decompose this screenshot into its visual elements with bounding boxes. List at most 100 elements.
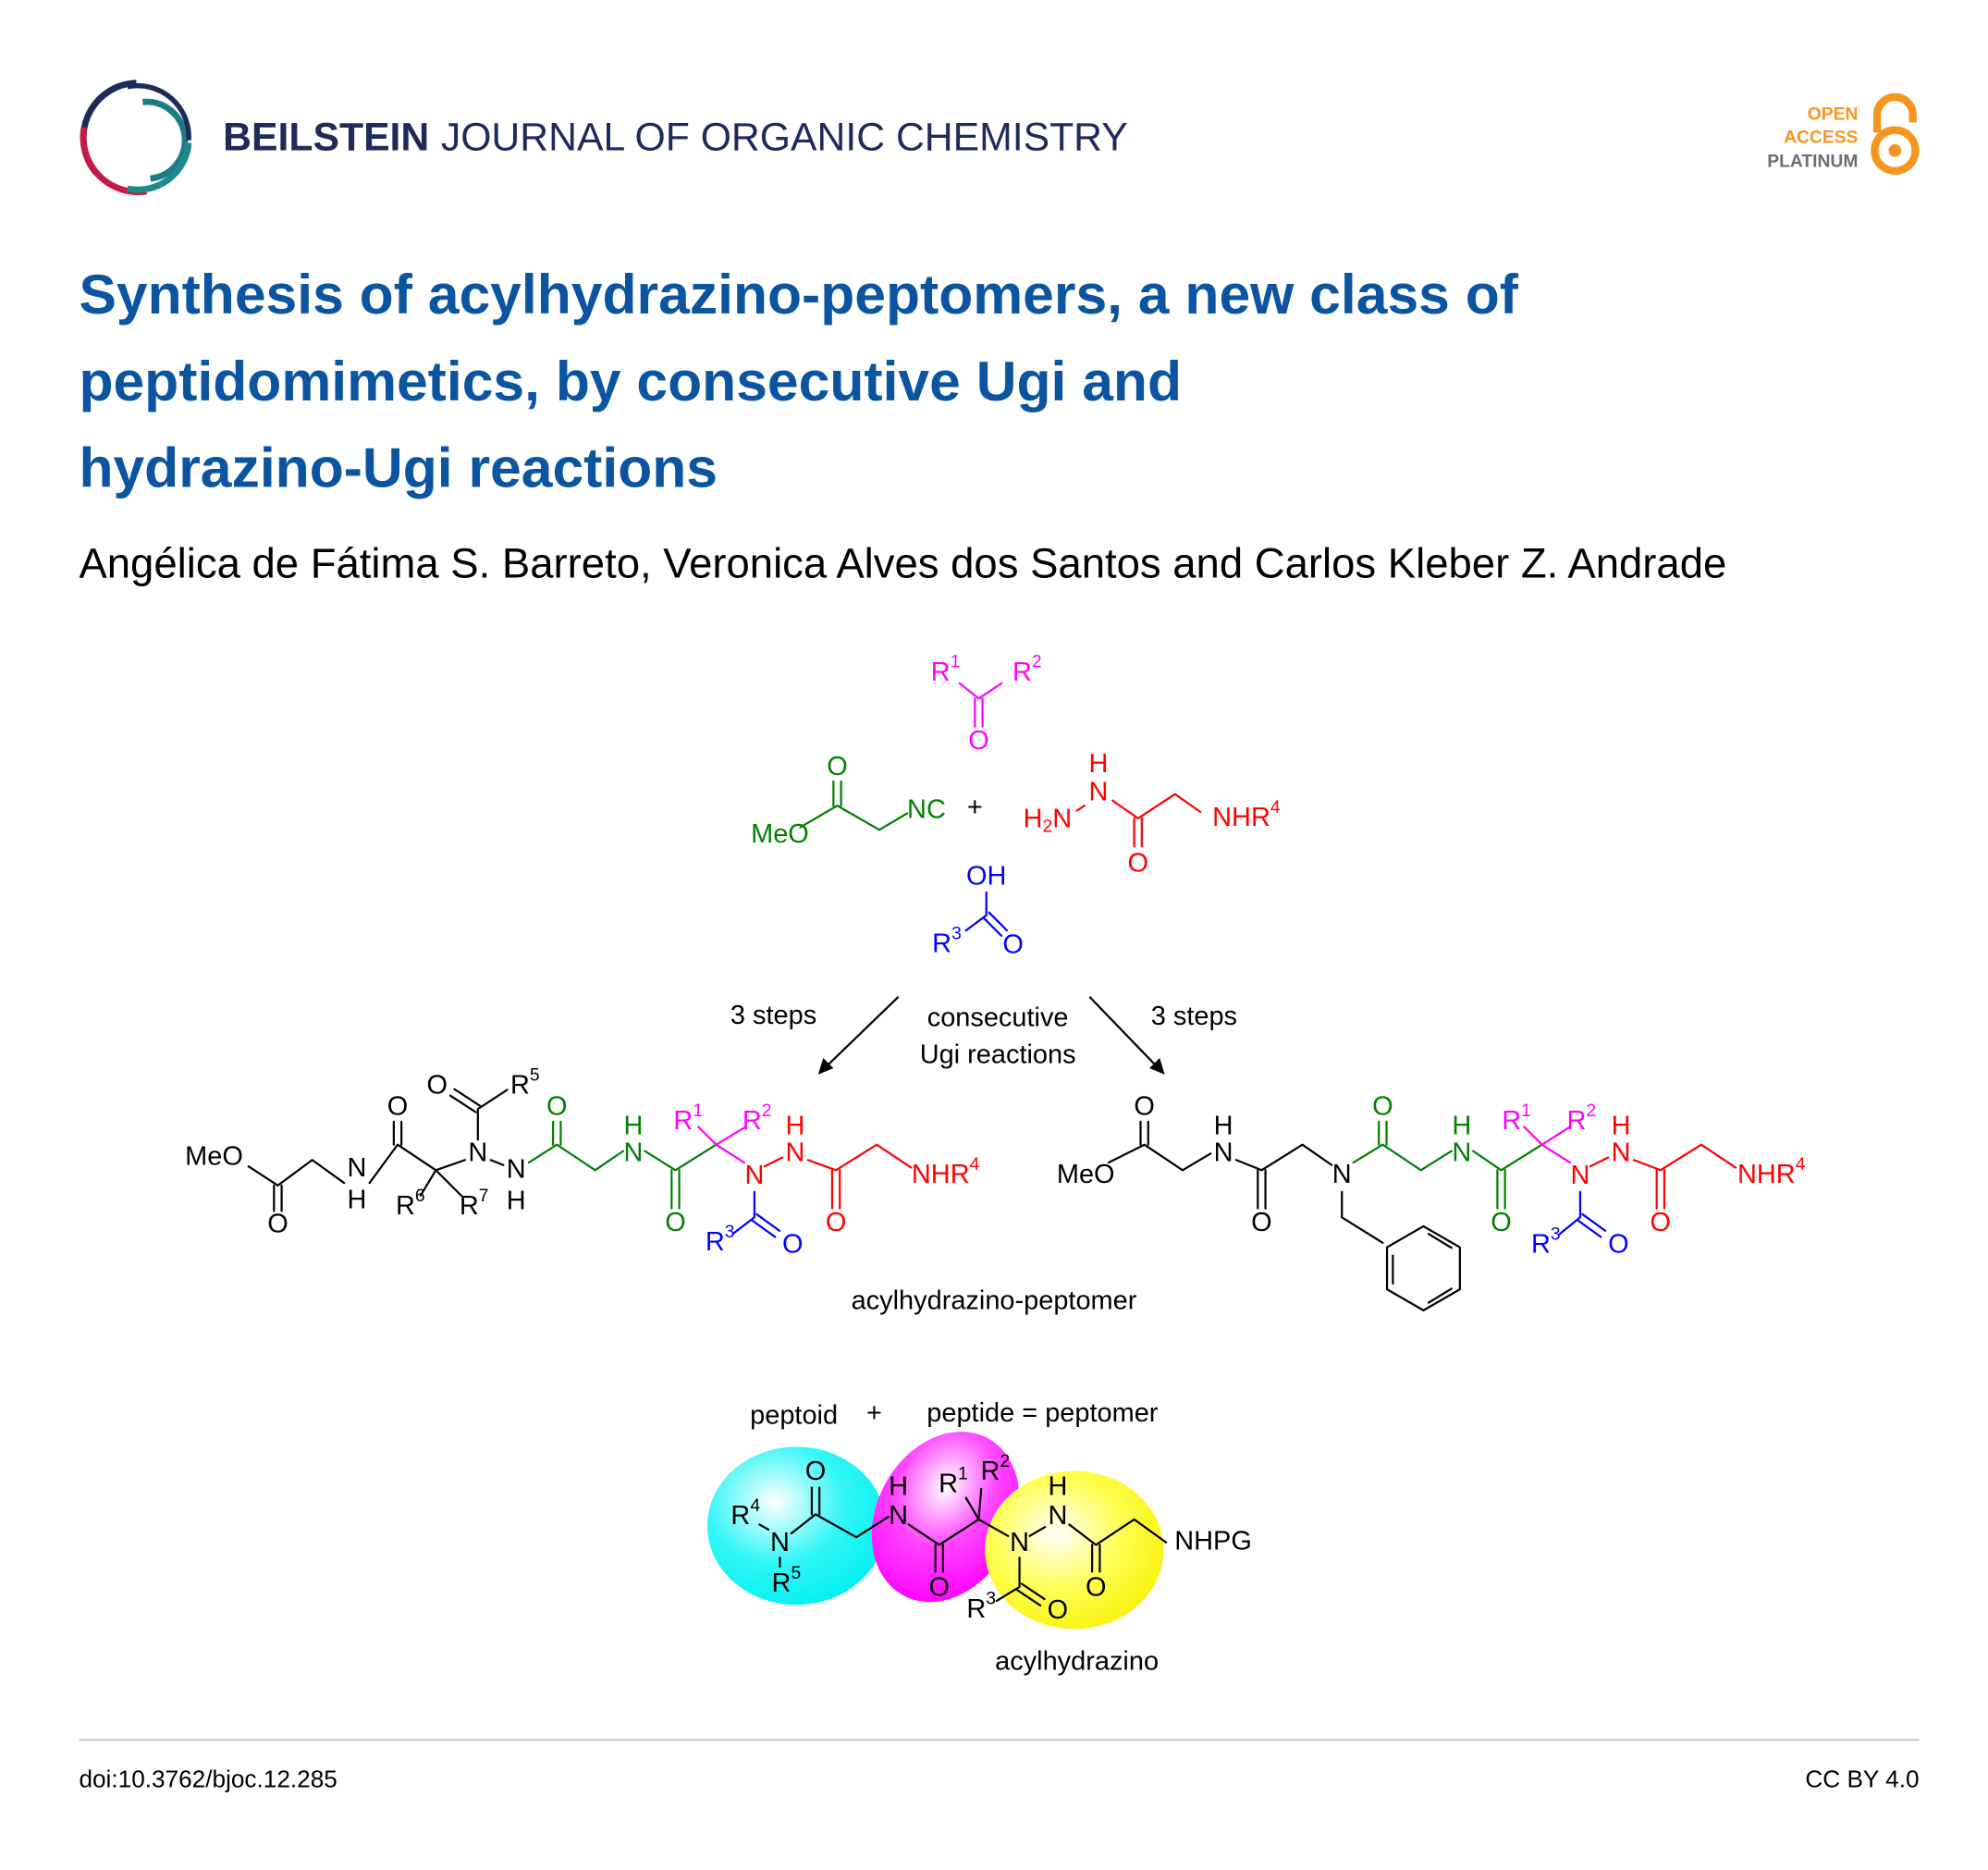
badge-open: OPEN: [1808, 105, 1859, 125]
atom-label: N: [1048, 1501, 1067, 1531]
atom-label: R3​: [966, 1590, 996, 1624]
bond: [1427, 1233, 1453, 1249]
bond: [715, 1143, 745, 1164]
reaction-arrow-left: [817, 996, 900, 1075]
bond: [1632, 1143, 1737, 1172]
atom-label: O: [1372, 1091, 1393, 1121]
atom-label: O: [267, 1209, 288, 1238]
atom-label: O: [805, 1457, 827, 1486]
atom-label: R1​: [1502, 1101, 1531, 1136]
peptoid-blob: [706, 1446, 886, 1605]
bond: [964, 1496, 980, 1521]
bond: [964, 891, 988, 932]
atom-label: OH: [966, 861, 1006, 891]
atom-label: R2​: [1012, 653, 1042, 687]
atom-label: O: [1651, 1208, 1672, 1237]
atom-label: H: [1048, 1471, 1067, 1501]
bond: [715, 1126, 747, 1146]
open-access-lock-icon: [1871, 92, 1920, 175]
double-bond: [1581, 1212, 1607, 1232]
concept-peptoid: peptoid: [750, 1401, 838, 1431]
bond: [790, 1513, 890, 1539]
atom-label: R7​: [460, 1187, 489, 1221]
atom-label: O: [1086, 1572, 1107, 1602]
reagent-plus: +: [967, 793, 983, 822]
atom-label: O: [1491, 1208, 1512, 1237]
bond: [435, 1169, 463, 1197]
bond: [731, 1190, 755, 1236]
journal-name-bold: BEILSTEIN: [223, 116, 429, 160]
atom-label: R4​: [730, 1496, 760, 1531]
double-bond: [453, 1088, 482, 1107]
bond: [758, 1523, 770, 1532]
atom-label: H: [1452, 1111, 1471, 1140]
bond: [1472, 1143, 1543, 1172]
double-bond: [751, 1219, 777, 1238]
atom-label: N: [624, 1138, 644, 1167]
atom-label: MeO: [185, 1141, 243, 1171]
double-bond: [982, 917, 1003, 937]
atom-label: O: [387, 1091, 409, 1121]
center-label-2: Ugi reactions: [920, 1040, 1076, 1070]
atom-label: NC: [907, 794, 946, 824]
reaction-arrow-right: [1088, 996, 1165, 1075]
bond: [644, 1143, 718, 1172]
center-label-1: consecutive: [927, 1003, 1069, 1033]
bond: [1075, 805, 1086, 812]
atom-label: O: [1127, 848, 1148, 878]
concept-peptide-equals-peptomer: peptide = peptomer: [927, 1398, 1159, 1428]
atom-label: R3​: [932, 924, 962, 958]
bond: [995, 1556, 1021, 1603]
atom-label: O: [1251, 1208, 1272, 1237]
atom-label: O: [546, 1091, 568, 1121]
double-bond: [988, 911, 1009, 932]
bond: [1523, 1126, 1543, 1146]
article-title-line-3: hydrazino-Ugi reactions: [79, 437, 718, 499]
atom-label: N: [1010, 1528, 1029, 1557]
atom-label: N: [1452, 1138, 1471, 1167]
atom-label: N: [1089, 777, 1109, 806]
double-bond: [448, 1094, 477, 1113]
badge-platinum: PLATINUM: [1767, 153, 1858, 172]
bond: [799, 805, 909, 831]
left-arrow-label: 3 steps: [730, 1001, 816, 1030]
atom-label: N: [744, 1161, 764, 1190]
bond: [1558, 1190, 1582, 1236]
bond: [1111, 793, 1202, 819]
bond: [907, 1518, 1010, 1546]
bond: [1352, 1143, 1453, 1172]
atom-label: R3​: [706, 1223, 735, 1257]
bond-lines: [247, 682, 1737, 1607]
beilstein-logo-icon: [80, 80, 192, 195]
peptide-blob: [871, 1432, 1020, 1603]
double-bond: [1577, 1219, 1602, 1238]
atom-label: N: [1214, 1138, 1233, 1167]
atom-label: N: [468, 1138, 487, 1167]
atom-label: N: [786, 1138, 805, 1167]
atom-label: H: [624, 1111, 644, 1140]
atom-label: MeO: [751, 818, 809, 848]
product-caption: acylhydrazino-peptomer: [852, 1286, 1137, 1316]
atom-label: NHR4​: [1737, 1155, 1806, 1189]
bond: [1540, 1126, 1572, 1146]
bond: [763, 1156, 784, 1168]
double-bond: [1020, 1582, 1046, 1601]
bond: [1107, 1143, 1212, 1172]
bond: [247, 1159, 346, 1187]
bond: [1234, 1143, 1333, 1172]
atom-label: H2​N: [1024, 804, 1073, 837]
license-label[interactable]: CC BY 4.0: [1805, 1765, 1919, 1792]
bond: [1341, 1190, 1384, 1244]
bond: [368, 1143, 467, 1185]
concept-caption: acylhydrazino: [995, 1647, 1159, 1677]
bond: [1385, 1224, 1461, 1311]
bond: [977, 1487, 983, 1521]
doi-link[interactable]: doi:10.3762/bjoc.12.285: [79, 1765, 337, 1792]
atom-label: R2​: [1567, 1101, 1597, 1136]
atom-label: N: [507, 1154, 526, 1184]
right-arrow-label: 3 steps: [1151, 1002, 1237, 1031]
atom-label: N: [889, 1501, 908, 1531]
authors: Angélica de Fátima S. Barreto, Veronica …: [79, 539, 1726, 586]
